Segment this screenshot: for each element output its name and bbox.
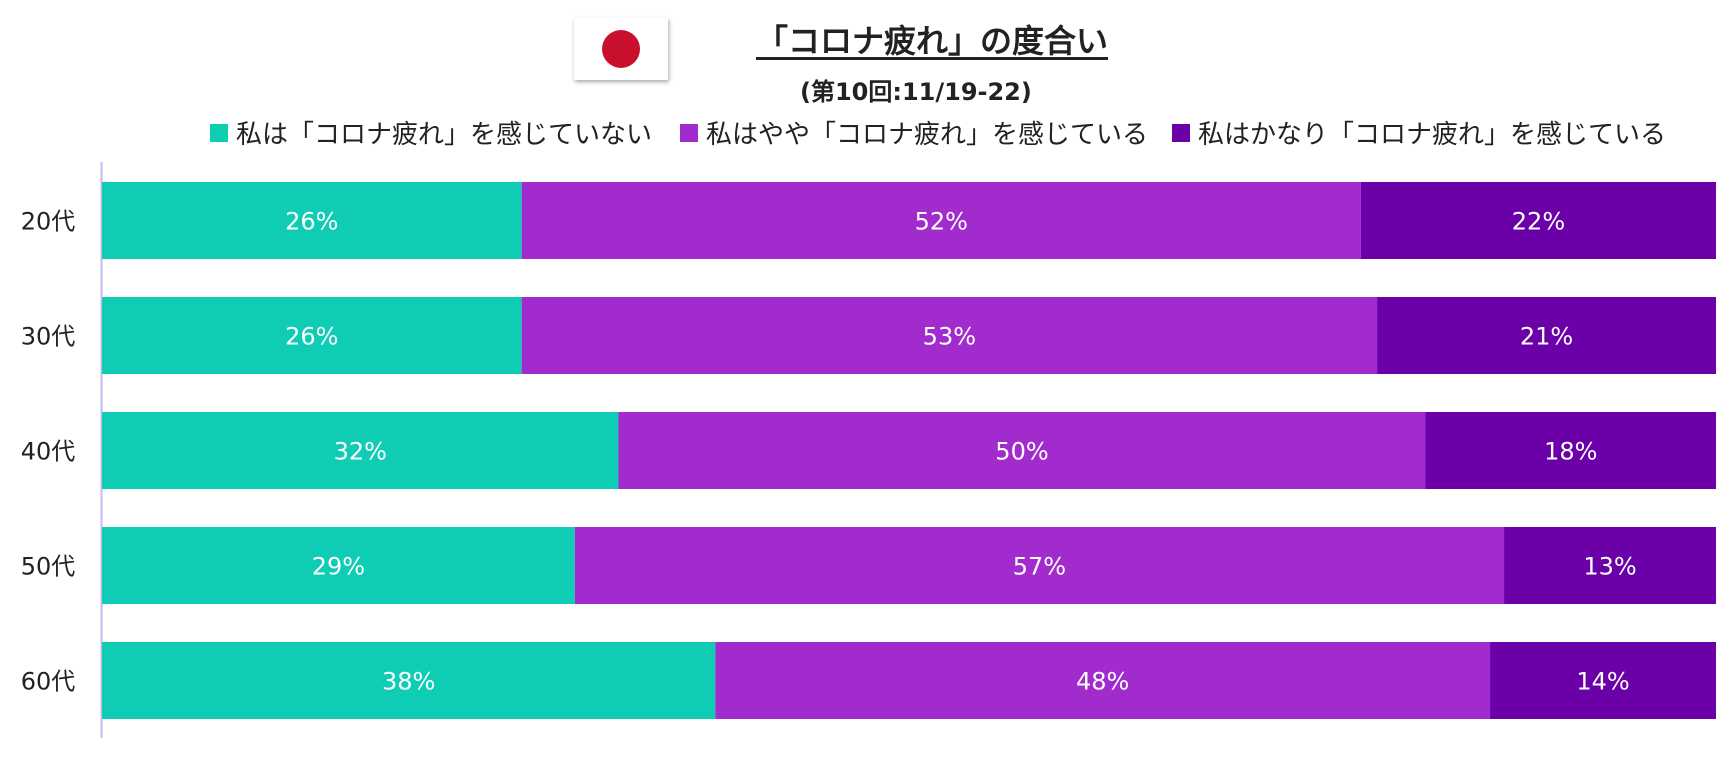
- legend-swatch-very-tired: [1172, 123, 1190, 142]
- bar-segment-s0-c2: [102, 412, 619, 489]
- bar-segment-s0-c1: [102, 297, 522, 374]
- data-label-s0-c3: 29%: [312, 553, 365, 581]
- legend-label-not-tired: 私は「コロナ疲れ」を感じていない: [236, 120, 653, 150]
- stacked-bar-chart: 20代 26% 52% 22% 30代 26% 53% 21% 40代 32% 50% 18% 50代 2…: [21, 162, 1716, 738]
- legend-label-very-tired: 私はかなり「コロナ疲れ」を感じている: [1198, 120, 1667, 150]
- legend-swatch-not-tired: [210, 123, 228, 142]
- legend-item-not-tired: 私は「コロナ疲れ」を感じていない: [210, 114, 652, 151]
- bar-segment-s1-c0: [521, 182, 1361, 259]
- bar-segment-s0-c4: [102, 642, 716, 719]
- data-label-s2-c3: 13%: [1583, 553, 1636, 581]
- bar-segment-s1-c4: [715, 642, 1491, 719]
- data-label-s0-c2: 32%: [334, 438, 387, 466]
- bar-segment-s2-c3: [1504, 527, 1716, 604]
- bar-segment-s2-c0: [1360, 182, 1716, 259]
- bar-segment-s0-c3: [102, 527, 575, 604]
- bar-segment-s2-c2: [1425, 412, 1716, 489]
- chart-title: 「コロナ疲れ」の度合い: [756, 22, 1109, 60]
- chart-subtitle: (第10回:11/19-22): [800, 78, 1032, 106]
- legend-item-somewhat-tired: 私はやや「コロナ疲れ」を感じている: [680, 114, 1148, 151]
- category-label: 20代: [21, 208, 76, 236]
- bar-segment-s1-c2: [618, 412, 1426, 489]
- bar-segment-s1-c3: [574, 527, 1505, 604]
- data-label-s2-c2: 18%: [1544, 438, 1597, 466]
- category-label: 40代: [21, 438, 76, 466]
- data-label-s2-c1: 21%: [1520, 323, 1573, 351]
- data-label-s2-c0: 22%: [1512, 208, 1565, 236]
- category-label: 50代: [21, 553, 76, 581]
- bar-segment-s2-c1: [1377, 297, 1716, 374]
- data-label-s1-c4: 48%: [1076, 668, 1129, 696]
- bar-segment-s0-c0: [102, 182, 522, 259]
- legend: 私は「コロナ疲れ」を感じていない 私はやや「コロナ疲れ」を感じている 私はかなり…: [0, 114, 1733, 151]
- data-label-s1-c0: 52%: [915, 208, 968, 236]
- flag-sun: [602, 30, 640, 68]
- category-label: 30代: [21, 323, 76, 351]
- data-label-s0-c1: 26%: [285, 323, 338, 351]
- data-label-s1-c3: 57%: [1013, 553, 1066, 581]
- data-label-s1-c2: 50%: [995, 438, 1048, 466]
- bar-segment-s2-c4: [1490, 642, 1716, 719]
- legend-label-somewhat-tired: 私はやや「コロナ疲れ」を感じている: [706, 120, 1149, 150]
- legend-item-very-tired: 私はかなり「コロナ疲れ」を感じている: [1172, 114, 1666, 151]
- category-label: 60代: [21, 668, 76, 696]
- legend-swatch-somewhat-tired: [680, 123, 698, 142]
- bar-segment-s1-c1: [521, 297, 1378, 374]
- data-label-s0-c0: 26%: [285, 208, 338, 236]
- data-label-s1-c1: 53%: [923, 323, 976, 351]
- japan-flag-icon: [574, 18, 668, 80]
- data-label-s2-c4: 14%: [1576, 668, 1629, 696]
- data-label-s0-c4: 38%: [382, 668, 435, 696]
